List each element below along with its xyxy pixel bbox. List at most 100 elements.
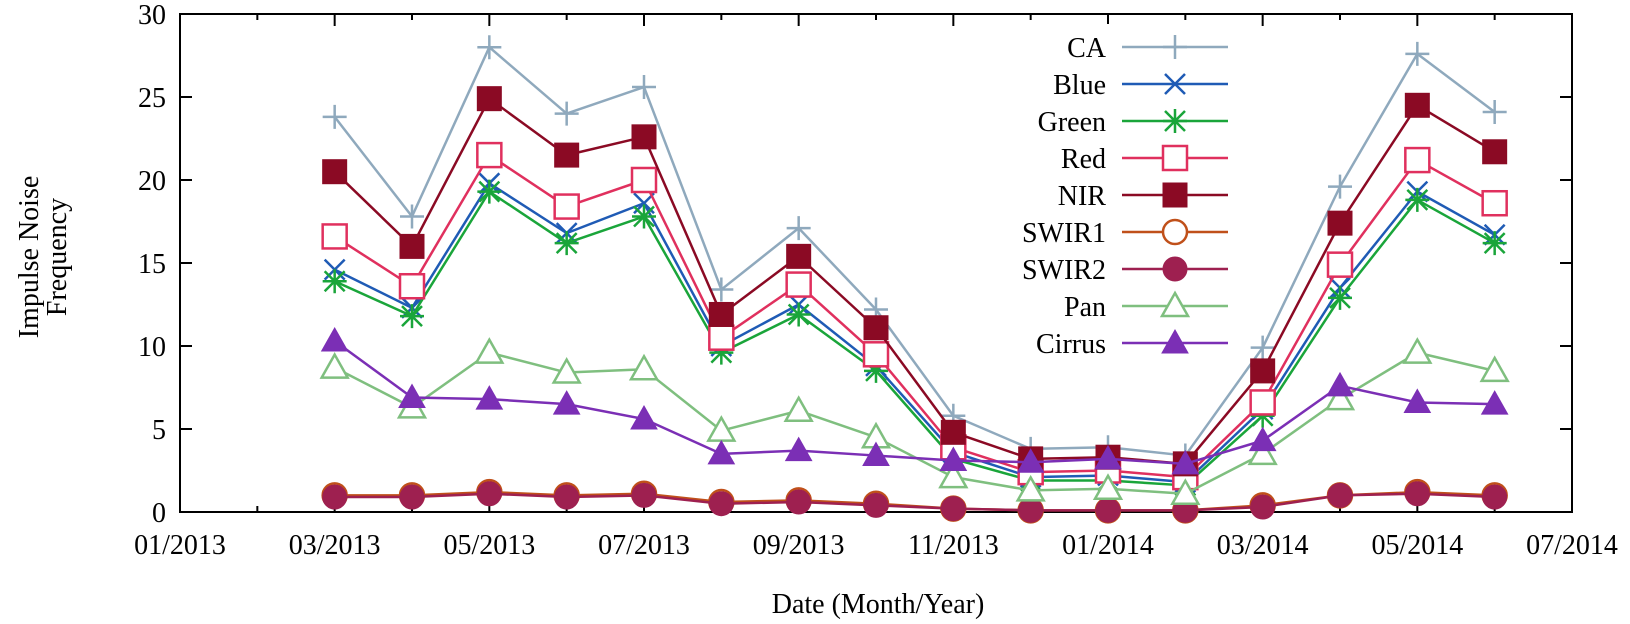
y-tick-label: 10 bbox=[138, 332, 166, 363]
data-point-nir bbox=[708, 301, 734, 327]
data-point-swir2 bbox=[786, 489, 812, 515]
series-red bbox=[321, 141, 1508, 491]
series-green bbox=[322, 179, 1507, 498]
data-point-cirrus bbox=[862, 441, 890, 467]
plot-area: 0 5 10 15 20 25 30 01/2013 03/2013 05/2013 07/2013… bbox=[134, 0, 1618, 561]
data-point-nir bbox=[631, 124, 657, 150]
data-point-pan bbox=[1092, 473, 1124, 501]
legend-label-ca: CA bbox=[1067, 33, 1107, 64]
data-point-pan bbox=[1324, 383, 1356, 411]
y-tick-label: 20 bbox=[138, 166, 166, 197]
data-point-ca bbox=[477, 35, 502, 60]
series-line-cirrus bbox=[333, 340, 1495, 466]
data-point-pan bbox=[783, 395, 814, 422]
data-point-green bbox=[1328, 285, 1352, 310]
legend-marker-swir1 bbox=[1161, 218, 1189, 246]
data-point-cirrus bbox=[1326, 371, 1354, 397]
legend-label-blue: Blue bbox=[1053, 70, 1106, 101]
data-point-pan bbox=[1402, 337, 1433, 364]
series-line-red bbox=[333, 153, 1496, 479]
data-point-green bbox=[709, 340, 734, 365]
data-point-swir2 bbox=[554, 484, 580, 510]
data-point-pan bbox=[628, 353, 660, 381]
data-point-red bbox=[1404, 146, 1431, 174]
data-point-cirrus bbox=[1016, 448, 1045, 473]
data-point-swir2 bbox=[1018, 497, 1044, 523]
data-point-cirrus bbox=[1480, 390, 1509, 415]
data-point-cirrus bbox=[552, 390, 581, 415]
legend-marker-pan bbox=[1159, 290, 1191, 318]
data-point-swir2 bbox=[1250, 494, 1276, 520]
data-point-ca bbox=[786, 216, 811, 241]
data-point-red bbox=[785, 271, 812, 298]
legend-marker-swir2 bbox=[1162, 256, 1188, 282]
data-point-ca bbox=[554, 101, 579, 126]
data-point-ca bbox=[322, 104, 347, 129]
y-tick-label: 25 bbox=[138, 83, 166, 114]
data-point-nir bbox=[1404, 92, 1430, 118]
data-point-ca bbox=[1250, 335, 1275, 360]
data-point-green bbox=[786, 302, 811, 327]
data-point-ca bbox=[1405, 41, 1430, 66]
legend-item-pan: Pan bbox=[1064, 290, 1228, 323]
legend-marker-green bbox=[1163, 109, 1187, 133]
data-point-red bbox=[553, 193, 580, 220]
data-point-ca bbox=[709, 277, 734, 302]
data-point-nir bbox=[322, 159, 348, 185]
data-point-cirrus bbox=[630, 405, 658, 430]
legend-item-nir: NIR bbox=[1058, 181, 1228, 212]
data-point-ca bbox=[1482, 99, 1507, 124]
legend-marker-nir bbox=[1162, 182, 1188, 208]
data-point-red bbox=[1249, 389, 1276, 416]
data-point-swir2 bbox=[399, 484, 425, 510]
y-axis-title-line-2: Frequency bbox=[42, 198, 73, 316]
x-tick-label: 01/2014 bbox=[1062, 530, 1154, 561]
legend-label-swir2: SWIR2 bbox=[1022, 255, 1106, 286]
data-point-nir bbox=[786, 243, 812, 269]
x-tick-label: 03/2014 bbox=[1217, 530, 1309, 561]
data-point-red bbox=[1326, 251, 1354, 278]
legend-label-nir: NIR bbox=[1058, 181, 1107, 212]
data-point-green bbox=[632, 204, 656, 229]
data-point-pan bbox=[1170, 478, 1201, 505]
data-point-pan bbox=[938, 461, 969, 489]
legend-marker-cirrus bbox=[1161, 328, 1189, 354]
x-tick-label: 03/2013 bbox=[289, 530, 381, 561]
data-point-pan bbox=[1015, 474, 1046, 502]
series-line-blue bbox=[334, 182, 1496, 484]
data-point-red bbox=[398, 272, 426, 300]
x-tick-label: 07/2014 bbox=[1526, 530, 1618, 561]
data-point-nir bbox=[1482, 139, 1508, 165]
data-point-cirrus bbox=[320, 327, 349, 352]
x-tick-label: 11/2013 bbox=[908, 530, 999, 561]
legend-label-swir1: SWIR1 bbox=[1022, 218, 1106, 249]
data-point-red bbox=[1481, 189, 1508, 217]
legend-label-red: Red bbox=[1061, 144, 1106, 175]
data-point-ca bbox=[632, 75, 656, 100]
data-point-nir bbox=[863, 315, 889, 341]
data-point-nir bbox=[476, 86, 502, 112]
y-tick-label: 0 bbox=[152, 498, 166, 529]
x-tick-label: 05/2014 bbox=[1371, 530, 1463, 561]
legend: CA Blue Green Red NIR SWIR1 SWIR2 Pan Cirrus bbox=[968, 24, 1232, 376]
data-point-green bbox=[554, 231, 579, 256]
data-point-cirrus bbox=[475, 385, 504, 410]
data-point-pan bbox=[474, 337, 505, 364]
x-axis-title: Date (Month/Year) bbox=[772, 589, 985, 620]
y-tick-label: 15 bbox=[138, 249, 166, 280]
x-tick-label: 07/2013 bbox=[598, 530, 690, 561]
data-point-green bbox=[1482, 231, 1507, 256]
legend-item-blue: Blue bbox=[1053, 70, 1228, 101]
y-axis-title-line-1: Impulse Noise bbox=[14, 176, 45, 339]
data-point-red bbox=[630, 166, 658, 194]
legend-marker-blue bbox=[1164, 73, 1186, 95]
data-point-cirrus bbox=[398, 383, 426, 408]
series-swir2 bbox=[322, 481, 1508, 523]
data-point-swir2 bbox=[1404, 481, 1430, 507]
legend-label-green: Green bbox=[1038, 107, 1106, 138]
data-point-swir2 bbox=[476, 481, 502, 507]
data-point-swir2 bbox=[1327, 482, 1353, 508]
data-point-cirrus bbox=[939, 446, 968, 472]
x-tick-label: 09/2013 bbox=[753, 530, 845, 561]
